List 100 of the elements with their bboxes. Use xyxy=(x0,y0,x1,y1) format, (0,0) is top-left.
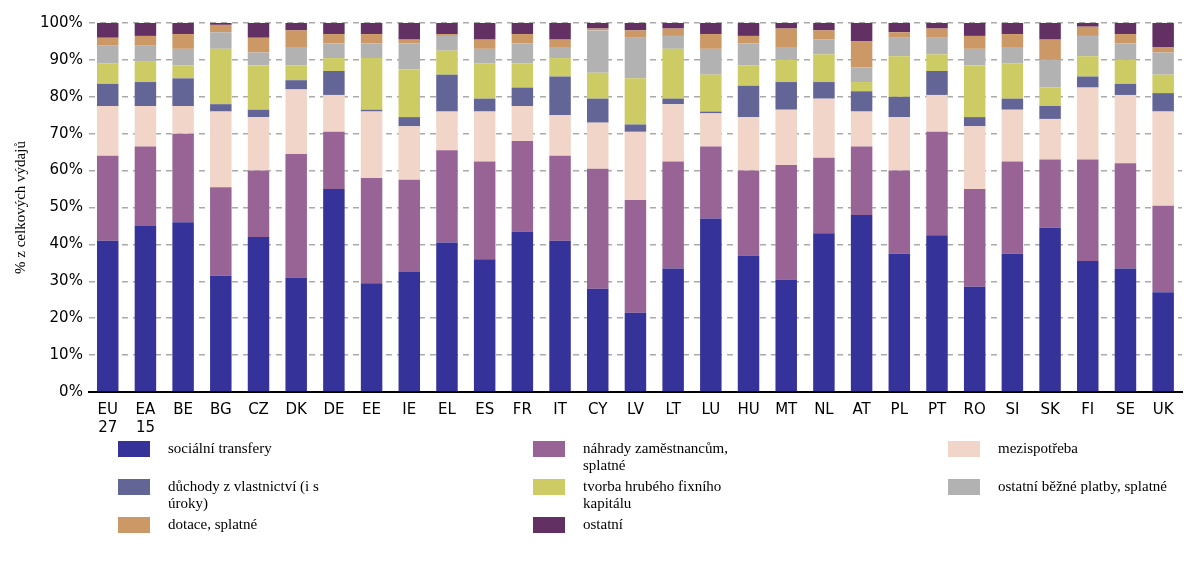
bar xyxy=(662,48,684,99)
bar xyxy=(587,72,609,99)
bar xyxy=(700,146,722,219)
bar xyxy=(172,133,194,223)
x-tick-label: FR xyxy=(512,399,532,418)
legend-label: důchody z vlastnictví (i s úroky) xyxy=(168,478,320,512)
x-tick-label: NL xyxy=(814,399,835,418)
bar xyxy=(511,106,534,142)
bar xyxy=(662,161,684,269)
bar xyxy=(210,48,232,105)
bar xyxy=(323,58,345,71)
legend-label: dotace, splatné xyxy=(168,516,258,533)
bar xyxy=(96,83,119,107)
bar xyxy=(134,106,157,147)
x-tick-label: FI xyxy=(1081,399,1095,418)
y-tick-label: 40% xyxy=(49,234,83,253)
bar xyxy=(285,30,307,47)
bar xyxy=(662,23,684,29)
legend-label: ostatní xyxy=(583,516,623,533)
x-tick-label: HU xyxy=(737,399,760,418)
bar xyxy=(813,233,835,392)
y-tick-label: 90% xyxy=(49,49,83,68)
bar xyxy=(1077,159,1099,262)
bar xyxy=(360,23,383,35)
bar xyxy=(850,23,873,42)
bar xyxy=(662,35,684,49)
bar xyxy=(285,89,307,154)
bar xyxy=(813,54,835,83)
bar xyxy=(963,35,986,49)
bar xyxy=(436,111,458,151)
bar xyxy=(549,155,571,241)
x-tick-label: LV xyxy=(626,399,645,418)
bar xyxy=(850,146,873,215)
bar xyxy=(926,54,948,71)
bar xyxy=(549,39,571,47)
bar xyxy=(549,240,571,392)
bar xyxy=(737,170,760,256)
bar xyxy=(1114,268,1137,392)
bar xyxy=(549,46,571,59)
bar xyxy=(926,70,948,95)
legend-label: mezispotřeba xyxy=(998,440,1078,457)
y-tick-label: 50% xyxy=(49,197,83,216)
bar xyxy=(360,111,383,178)
bar xyxy=(1152,111,1174,206)
bar xyxy=(850,91,873,112)
y-tick-label: 100% xyxy=(39,12,83,31)
bar xyxy=(1114,23,1137,35)
bar xyxy=(624,131,647,201)
bar xyxy=(210,187,232,276)
x-tick-label: PL xyxy=(890,399,909,418)
bar xyxy=(1001,109,1024,162)
bar xyxy=(323,189,345,392)
bar xyxy=(850,67,873,83)
bar xyxy=(888,253,911,392)
x-tick-label: IT xyxy=(553,399,568,418)
bar xyxy=(1114,94,1137,164)
x-tick-label: BE xyxy=(173,399,194,418)
bar xyxy=(737,255,760,392)
bar xyxy=(549,115,571,156)
legend-label: ostatní běžné platby, splatné xyxy=(998,478,1167,495)
bar xyxy=(813,82,835,99)
bar xyxy=(775,82,797,110)
x-tick-label: EL xyxy=(438,399,457,418)
bar xyxy=(436,150,458,243)
bar xyxy=(1077,87,1099,160)
bar xyxy=(700,34,722,49)
bar xyxy=(775,59,797,83)
bar xyxy=(662,28,684,36)
bar xyxy=(888,37,911,57)
bar xyxy=(134,23,157,36)
bar xyxy=(1114,163,1137,269)
bar xyxy=(360,283,383,392)
bar xyxy=(323,131,345,190)
bar xyxy=(775,23,797,29)
bar xyxy=(737,85,760,118)
bar xyxy=(398,117,421,127)
bar xyxy=(963,65,986,118)
bar xyxy=(1077,26,1099,36)
bar xyxy=(172,65,194,79)
bar xyxy=(210,111,232,188)
bar xyxy=(360,58,383,110)
y-tick-label: 70% xyxy=(49,123,83,142)
bar xyxy=(210,32,232,49)
bar xyxy=(1039,23,1061,40)
bar xyxy=(473,98,496,112)
bar xyxy=(473,63,496,99)
bar xyxy=(926,131,948,236)
bar xyxy=(247,65,270,110)
bar xyxy=(737,117,760,171)
x-tick-label: CZ xyxy=(248,399,269,418)
bar xyxy=(813,23,835,31)
bar xyxy=(360,177,383,284)
bar xyxy=(210,275,232,392)
x-tick-label: UK xyxy=(1152,399,1175,418)
bar xyxy=(888,32,911,38)
bar xyxy=(210,104,232,112)
bar xyxy=(1001,98,1024,110)
bar xyxy=(888,117,911,171)
y-tick-label: 20% xyxy=(49,308,83,327)
bar xyxy=(1114,59,1137,84)
